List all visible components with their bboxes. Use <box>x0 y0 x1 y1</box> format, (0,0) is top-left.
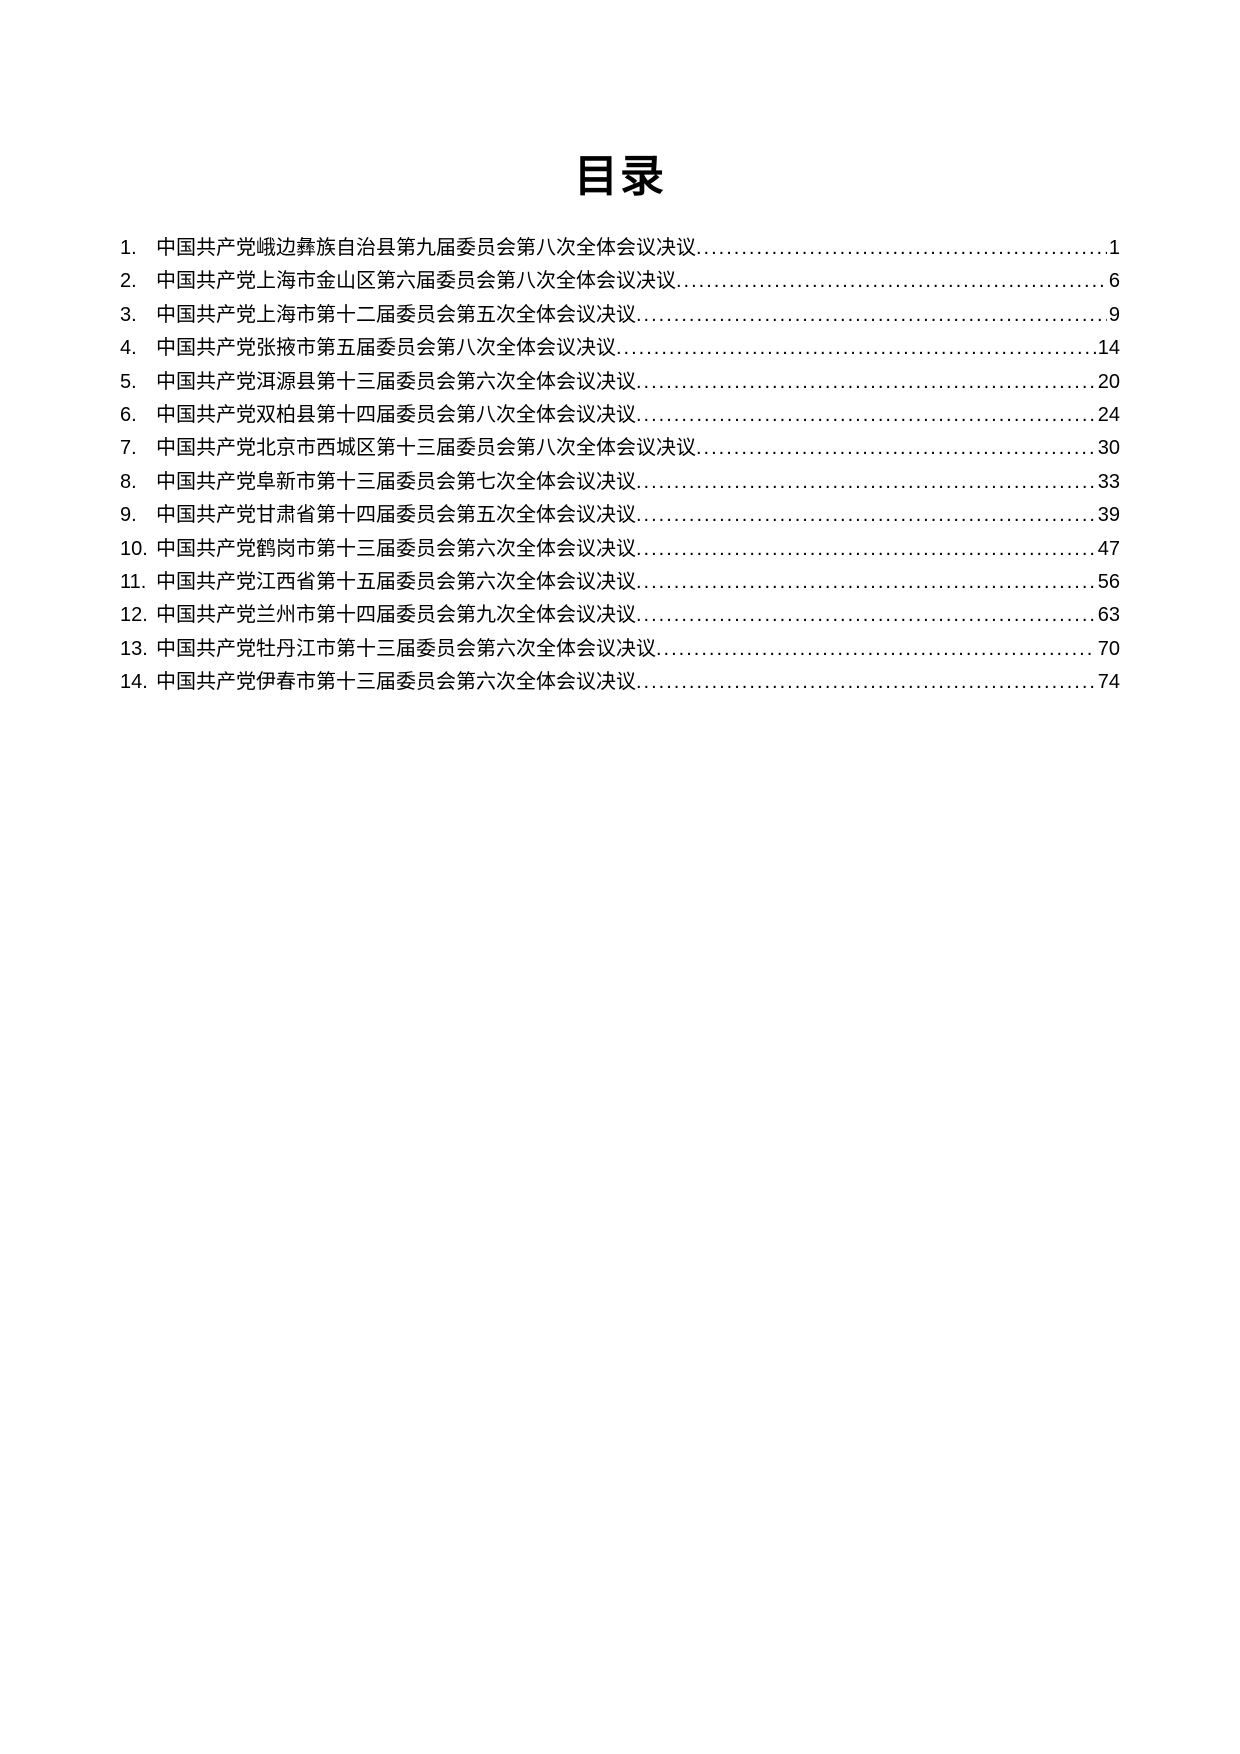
toc-number: 12. <box>120 599 156 632</box>
toc-entry: 13. 中国共产党牡丹江市第十三届委员会第六次全体会议决议 70 <box>120 633 1120 666</box>
toc-text: 中国共产党兰州市第十四届委员会第九次全体会议决议 <box>156 599 636 632</box>
toc-text: 中国共产党北京市西城区第十三届委员会第八次全体会议决议 <box>156 432 696 465</box>
toc-entry: 6. 中国共产党双柏县第十四届委员会第八次全体会议决议 24 <box>120 399 1120 432</box>
toc-page: 14 <box>1096 332 1120 365</box>
toc-text: 中国共产党阜新市第十三届委员会第七次全体会议决议 <box>156 466 636 499</box>
toc-number: 7. <box>120 432 156 465</box>
toc-leader <box>636 399 1096 432</box>
toc-page: 1 <box>1107 232 1120 265</box>
page-title: 目录 <box>120 140 1120 204</box>
toc-number: 13. <box>120 633 156 666</box>
toc-text: 中国共产党牡丹江市第十三届委员会第六次全体会议决议 <box>156 633 656 666</box>
toc-page: 6 <box>1107 265 1120 298</box>
toc-leader <box>636 533 1096 566</box>
toc-leader <box>696 232 1107 265</box>
toc-text: 中国共产党江西省第十五届委员会第六次全体会议决议 <box>156 566 636 599</box>
toc-leader <box>636 566 1096 599</box>
toc-entry: 2. 中国共产党上海市金山区第六届委员会第八次全体会议决议 6 <box>120 265 1120 298</box>
toc-entry: 7. 中国共产党北京市西城区第十三届委员会第八次全体会议决议 30 <box>120 432 1120 465</box>
toc-number: 6. <box>120 399 156 432</box>
toc-page: 30 <box>1096 432 1120 465</box>
toc-leader <box>636 366 1096 399</box>
toc-page: 56 <box>1096 566 1120 599</box>
toc-page: 20 <box>1096 366 1120 399</box>
toc-text: 中国共产党峨边彝族自治县第九届委员会第八次全体会议决议 <box>156 232 696 265</box>
toc-entry: 4. 中国共产党张掖市第五届委员会第八次全体会议决议 14 <box>120 332 1120 365</box>
toc-number: 3. <box>120 299 156 332</box>
toc-leader <box>636 599 1096 632</box>
toc-text: 中国共产党双柏县第十四届委员会第八次全体会议决议 <box>156 399 636 432</box>
toc-page: 70 <box>1096 633 1120 666</box>
toc-entry: 5. 中国共产党洱源县第十三届委员会第六次全体会议决议 20 <box>120 366 1120 399</box>
toc-text: 中国共产党伊春市第十三届委员会第六次全体会议决议 <box>156 666 636 699</box>
toc-text: 中国共产党鹤岗市第十三届委员会第六次全体会议决议 <box>156 533 636 566</box>
toc-entry: 3. 中国共产党上海市第十二届委员会第五次全体会议决议 9 <box>120 299 1120 332</box>
toc-entry: 14. 中国共产党伊春市第十三届委员会第六次全体会议决议 74 <box>120 666 1120 699</box>
toc-leader <box>656 633 1096 666</box>
toc-number: 10. <box>120 533 156 566</box>
toc-page: 9 <box>1107 299 1120 332</box>
toc-text: 中国共产党甘肃省第十四届委员会第五次全体会议决议 <box>156 499 636 532</box>
toc-entry: 12. 中国共产党兰州市第十四届委员会第九次全体会议决议 63 <box>120 599 1120 632</box>
toc-number: 9. <box>120 499 156 532</box>
toc-entry: 8. 中国共产党阜新市第十三届委员会第七次全体会议决议 33 <box>120 466 1120 499</box>
toc-leader <box>696 432 1096 465</box>
table-of-contents: 1. 中国共产党峨边彝族自治县第九届委员会第八次全体会议决议 1 2. 中国共产… <box>120 232 1120 699</box>
toc-number: 11. <box>120 566 156 599</box>
toc-leader <box>636 499 1096 532</box>
toc-number: 4. <box>120 332 156 365</box>
toc-leader <box>636 666 1096 699</box>
toc-text: 中国共产党张掖市第五届委员会第八次全体会议决议 <box>156 332 616 365</box>
toc-page: 47 <box>1096 533 1120 566</box>
toc-text: 中国共产党上海市金山区第六届委员会第八次全体会议决议 <box>156 265 676 298</box>
toc-page: 63 <box>1096 599 1120 632</box>
toc-page: 74 <box>1096 666 1120 699</box>
toc-text: 中国共产党上海市第十二届委员会第五次全体会议决议 <box>156 299 636 332</box>
toc-entry: 1. 中国共产党峨边彝族自治县第九届委员会第八次全体会议决议 1 <box>120 232 1120 265</box>
toc-entry: 11. 中国共产党江西省第十五届委员会第六次全体会议决议 56 <box>120 566 1120 599</box>
toc-leader <box>676 265 1107 298</box>
toc-text: 中国共产党洱源县第十三届委员会第六次全体会议决议 <box>156 366 636 399</box>
toc-page: 39 <box>1096 499 1120 532</box>
toc-entry: 9. 中国共产党甘肃省第十四届委员会第五次全体会议决议 39 <box>120 499 1120 532</box>
toc-leader <box>616 332 1096 365</box>
toc-leader <box>636 466 1096 499</box>
toc-page: 33 <box>1096 466 1120 499</box>
toc-number: 8. <box>120 466 156 499</box>
toc-number: 1. <box>120 232 156 265</box>
toc-number: 14. <box>120 666 156 699</box>
toc-page: 24 <box>1096 399 1120 432</box>
toc-entry: 10. 中国共产党鹤岗市第十三届委员会第六次全体会议决议 47 <box>120 533 1120 566</box>
toc-number: 5. <box>120 366 156 399</box>
toc-number: 2. <box>120 265 156 298</box>
toc-leader <box>636 299 1107 332</box>
